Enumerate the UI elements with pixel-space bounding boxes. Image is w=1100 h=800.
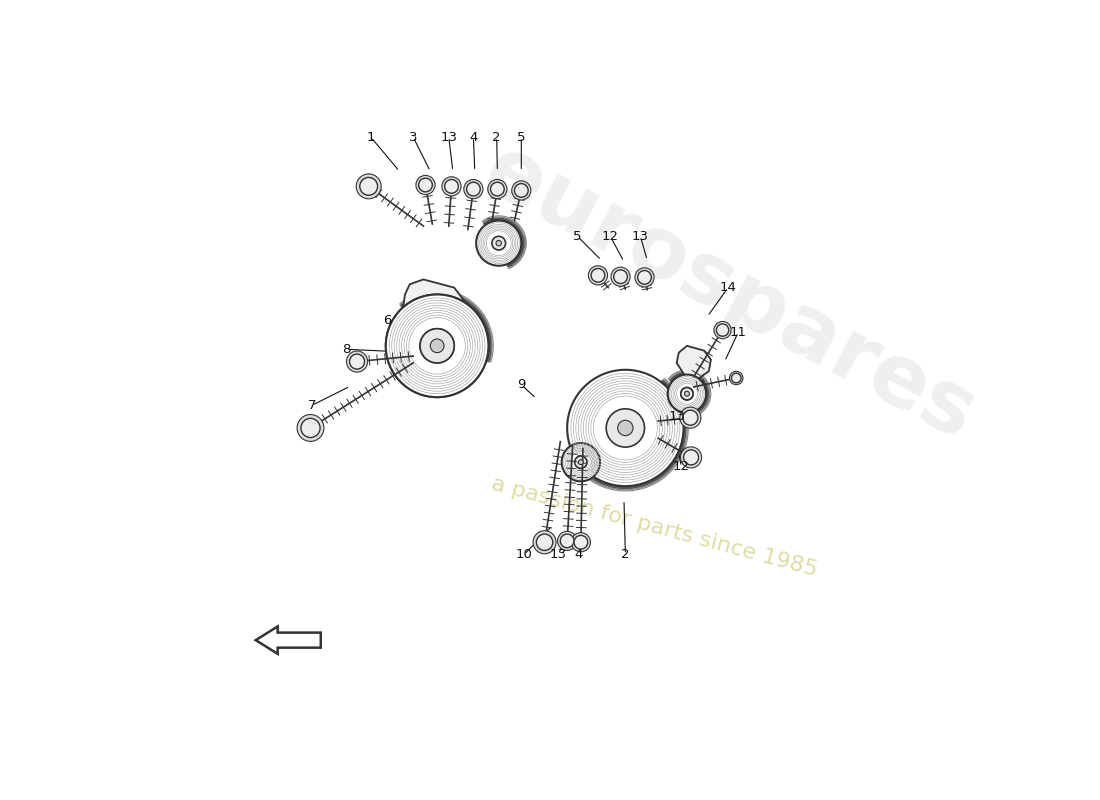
Circle shape [683, 410, 697, 426]
Circle shape [732, 373, 741, 382]
Circle shape [512, 181, 531, 200]
Circle shape [574, 456, 587, 468]
Circle shape [680, 407, 701, 428]
Circle shape [606, 409, 645, 447]
Circle shape [346, 351, 367, 372]
Circle shape [681, 387, 693, 400]
Text: 8: 8 [342, 342, 350, 356]
Text: 11: 11 [729, 326, 747, 338]
Circle shape [430, 339, 444, 353]
Circle shape [442, 177, 461, 196]
Circle shape [638, 270, 651, 284]
Circle shape [681, 387, 693, 400]
Circle shape [419, 178, 432, 192]
Polygon shape [399, 279, 466, 356]
Text: 5: 5 [517, 130, 526, 143]
Circle shape [668, 374, 706, 413]
Text: 7: 7 [308, 399, 316, 412]
Circle shape [386, 294, 488, 397]
Text: 13: 13 [550, 548, 566, 561]
Circle shape [684, 391, 690, 396]
Circle shape [729, 371, 743, 385]
Circle shape [571, 533, 591, 552]
Circle shape [297, 414, 323, 442]
Circle shape [591, 269, 605, 282]
Text: 2: 2 [621, 548, 629, 561]
Circle shape [560, 534, 574, 548]
Text: 1: 1 [366, 130, 375, 143]
Text: 13: 13 [668, 410, 685, 423]
Circle shape [562, 443, 600, 482]
Text: a passion for parts since 1985: a passion for parts since 1985 [488, 474, 820, 581]
Circle shape [579, 460, 583, 465]
Circle shape [350, 354, 364, 369]
Circle shape [534, 530, 557, 554]
Circle shape [416, 175, 436, 194]
Circle shape [568, 370, 683, 486]
Text: 9: 9 [517, 378, 526, 391]
Circle shape [464, 179, 483, 198]
Circle shape [487, 179, 507, 198]
Circle shape [356, 174, 381, 199]
Text: 5: 5 [573, 230, 582, 243]
Text: 3: 3 [409, 130, 417, 143]
Text: 10: 10 [516, 548, 532, 561]
Circle shape [714, 322, 732, 338]
Circle shape [558, 531, 576, 550]
Text: 12: 12 [673, 461, 690, 474]
Text: 12: 12 [602, 230, 619, 243]
Circle shape [684, 391, 690, 396]
Circle shape [683, 450, 698, 465]
Circle shape [301, 418, 320, 438]
Circle shape [574, 535, 587, 549]
Text: 14: 14 [719, 281, 737, 294]
Text: 6: 6 [383, 314, 392, 327]
Circle shape [681, 447, 702, 468]
Text: 13: 13 [440, 130, 458, 143]
Text: 13: 13 [631, 230, 649, 243]
Circle shape [430, 339, 444, 353]
Circle shape [716, 324, 728, 336]
Circle shape [496, 241, 502, 246]
Circle shape [491, 182, 504, 196]
Polygon shape [676, 346, 711, 378]
FancyArrow shape [255, 626, 321, 654]
Circle shape [420, 329, 454, 363]
Circle shape [668, 374, 706, 413]
Circle shape [618, 420, 632, 436]
Text: eurospares: eurospares [470, 129, 989, 458]
Text: 4: 4 [470, 130, 477, 143]
Circle shape [515, 184, 528, 198]
Text: 2: 2 [493, 130, 500, 143]
Circle shape [360, 178, 377, 195]
Circle shape [588, 266, 607, 285]
Circle shape [444, 179, 459, 193]
Circle shape [537, 534, 553, 550]
Circle shape [635, 268, 654, 287]
Circle shape [610, 267, 630, 286]
Circle shape [420, 329, 454, 363]
Circle shape [492, 236, 506, 250]
Circle shape [476, 221, 521, 266]
Circle shape [386, 294, 488, 397]
Circle shape [614, 270, 627, 283]
Circle shape [466, 182, 481, 196]
Text: 4: 4 [574, 548, 583, 561]
